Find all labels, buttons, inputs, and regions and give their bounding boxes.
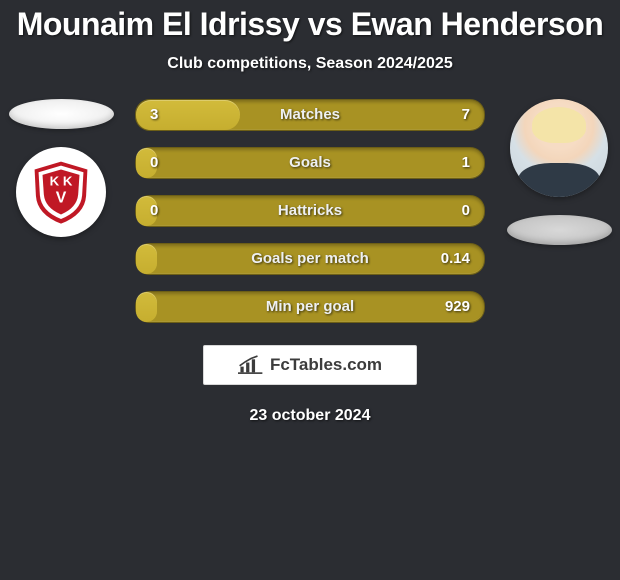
- brand-logo[interactable]: FcTables.com: [203, 345, 417, 385]
- left-player-column: K K V: [6, 99, 116, 237]
- page-title: Mounaim El Idrissy vs Ewan Henderson: [0, 0, 620, 43]
- stat-right-value: 1: [462, 148, 470, 178]
- club-badge-left: K K V: [16, 147, 106, 237]
- subtitle: Club competitions, Season 2024/2025: [0, 55, 620, 73]
- stat-label: Goals per match: [136, 244, 484, 274]
- stat-label: Goals: [136, 148, 484, 178]
- right-player-column: [504, 99, 614, 245]
- stat-right-value: 929: [445, 292, 470, 322]
- stat-label: Matches: [136, 100, 484, 130]
- player-photo-placeholder-left: [9, 99, 114, 129]
- stat-bar: Goals per match 0.14: [135, 243, 485, 275]
- stat-label: Hattricks: [136, 196, 484, 226]
- comparison-card: Mounaim El Idrissy vs Ewan Henderson Clu…: [0, 0, 620, 580]
- stat-label: Min per goal: [136, 292, 484, 322]
- shield-icon: K K V: [28, 159, 94, 225]
- stat-right-value: 0.14: [441, 244, 470, 274]
- date-label: 23 october 2024: [0, 407, 620, 425]
- comparison-body: K K V 3 Matches 7 0 Goals 1: [0, 99, 620, 425]
- stat-bar: 0 Hattricks 0: [135, 195, 485, 227]
- stat-right-value: 0: [462, 196, 470, 226]
- svg-text:V: V: [56, 190, 67, 207]
- stat-bar: Min per goal 929: [135, 291, 485, 323]
- stats-bars: 3 Matches 7 0 Goals 1 0 Hattricks 0 Goal…: [135, 99, 485, 323]
- club-badge-placeholder-right: [507, 215, 612, 245]
- svg-text:K K: K K: [50, 173, 73, 188]
- bar-chart-icon: [238, 355, 264, 375]
- stat-bar: 3 Matches 7: [135, 99, 485, 131]
- stat-right-value: 7: [462, 100, 470, 130]
- brand-text: FcTables.com: [270, 355, 382, 375]
- stat-bar: 0 Goals 1: [135, 147, 485, 179]
- player-photo-right: [510, 99, 608, 197]
